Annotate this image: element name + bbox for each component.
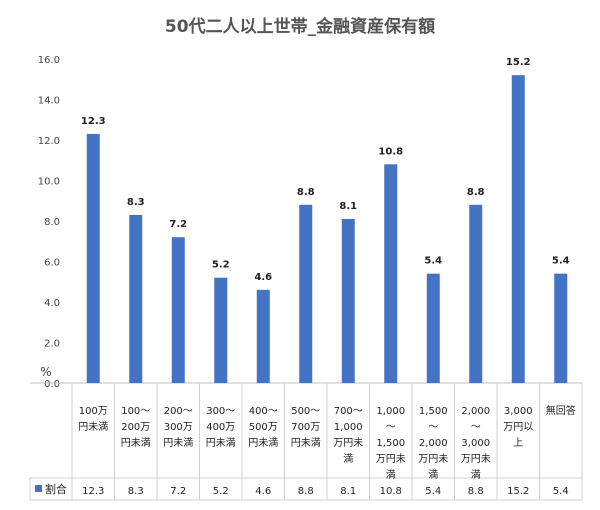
category-label: ～ xyxy=(386,422,396,433)
category-label: 100万 xyxy=(79,406,108,417)
y-tick-label: 12.0 xyxy=(38,136,60,147)
bar xyxy=(256,289,270,383)
series-name: 割合 xyxy=(45,482,67,496)
category-label: 1,500 xyxy=(376,438,405,449)
data-label: 8.3 xyxy=(127,197,145,208)
table-value: 4.6 xyxy=(255,486,271,497)
table-value: 10.8 xyxy=(380,486,402,497)
category-label: 満 xyxy=(471,469,481,481)
table-value: 5.4 xyxy=(425,486,441,497)
category-label: 満 xyxy=(343,453,353,465)
category-label: 500万 xyxy=(249,422,278,433)
category-label: ～ xyxy=(428,422,438,433)
y-tick-label: 4.0 xyxy=(44,298,60,309)
bar xyxy=(299,204,313,383)
data-label: 15.2 xyxy=(506,57,531,68)
table-value: 5.2 xyxy=(213,486,229,497)
table-value: 5.4 xyxy=(553,486,569,497)
table-value: 8.1 xyxy=(340,486,356,497)
data-table: 100万円未満100～200万円未満200～300万円未満300～400万円未満… xyxy=(29,383,583,501)
category-label: 2,000 xyxy=(461,406,490,417)
data-label: 5.4 xyxy=(552,256,570,267)
data-label: 8.8 xyxy=(467,187,485,198)
category-label: 700万 xyxy=(291,422,320,433)
y-tick-label: 14.0 xyxy=(38,96,60,107)
category-label: 円未満 xyxy=(206,437,236,449)
table-value: 15.2 xyxy=(507,486,529,497)
bar xyxy=(214,277,228,383)
category-label: 1,000 xyxy=(334,422,363,433)
legend-key xyxy=(35,485,42,492)
bar xyxy=(426,273,440,383)
data-label: 8.8 xyxy=(297,187,315,198)
data-label: 12.3 xyxy=(81,116,106,127)
y-tick-label: 10.0 xyxy=(38,177,60,188)
data-label: 10.8 xyxy=(378,146,403,157)
category-label: 300～ xyxy=(206,406,235,417)
bar xyxy=(554,273,568,383)
category-label: 500～ xyxy=(291,406,320,417)
table-value: 8.8 xyxy=(298,486,314,497)
category-label: 円未満 xyxy=(121,437,151,449)
category-label: 万円未 xyxy=(376,453,406,465)
category-label: 2,000 xyxy=(419,438,448,449)
category-label: 1,500 xyxy=(419,406,448,417)
category-label: 3,000 xyxy=(504,406,533,417)
category-label: 万円未 xyxy=(333,437,363,449)
bars xyxy=(86,75,568,383)
category-label: 円未満 xyxy=(78,421,108,433)
bar xyxy=(384,164,398,383)
category-label: 万円未 xyxy=(461,453,491,465)
y-tick-label: 16.0 xyxy=(38,55,60,66)
bar xyxy=(341,218,355,383)
data-label: 5.2 xyxy=(212,260,230,271)
category-label: 200～ xyxy=(164,406,193,417)
category-label: 満 xyxy=(428,469,438,481)
category-label: 円未満 xyxy=(163,437,193,449)
bar xyxy=(511,75,525,383)
y-axis-label: % xyxy=(40,365,51,379)
data-label: 4.6 xyxy=(254,272,272,283)
data-label: 8.1 xyxy=(339,201,357,212)
table-value: 7.2 xyxy=(170,486,186,497)
bar xyxy=(129,214,143,383)
y-tick-label: 8.0 xyxy=(44,217,60,228)
category-label: 円未満 xyxy=(291,437,321,449)
bar xyxy=(86,133,100,383)
bar xyxy=(469,204,483,383)
category-label: 400万 xyxy=(206,422,235,433)
bar xyxy=(171,237,185,383)
category-label: 満 xyxy=(386,469,396,481)
category-label: 100～ xyxy=(121,406,150,417)
y-tick-label: 6.0 xyxy=(44,258,60,269)
category-label: 上 xyxy=(513,437,523,449)
category-label: 200万 xyxy=(121,422,150,433)
data-labels: 12.3 8.3 7.2 5.2 4.6 8.8 8.1 10.8 5.4 8.8 15.2 5.4 xyxy=(81,57,570,283)
category-label: 万円未 xyxy=(418,453,448,465)
category-label: 1,000 xyxy=(376,406,405,417)
category-label: 無回答 xyxy=(546,404,576,417)
category-label: 万円以 xyxy=(503,422,533,433)
y-tick-label: 2.0 xyxy=(44,339,60,350)
table-value: 8.3 xyxy=(128,486,144,497)
table-value: 12.3 xyxy=(82,486,104,497)
category-label: 円未満 xyxy=(248,437,278,449)
chart-title: 50代二人以上世帯_金融資産保有額 xyxy=(165,16,435,37)
data-label: 5.4 xyxy=(424,256,442,267)
data-label: 7.2 xyxy=(169,219,187,230)
category-label: 700～ xyxy=(334,406,363,417)
category-label: 3,000 xyxy=(461,438,490,449)
y-tick-label: 0.0 xyxy=(44,379,60,390)
category-label: ～ xyxy=(471,422,481,433)
category-label: 400～ xyxy=(249,406,278,417)
category-label: 300万 xyxy=(164,422,193,433)
table-value: 8.8 xyxy=(468,486,484,497)
